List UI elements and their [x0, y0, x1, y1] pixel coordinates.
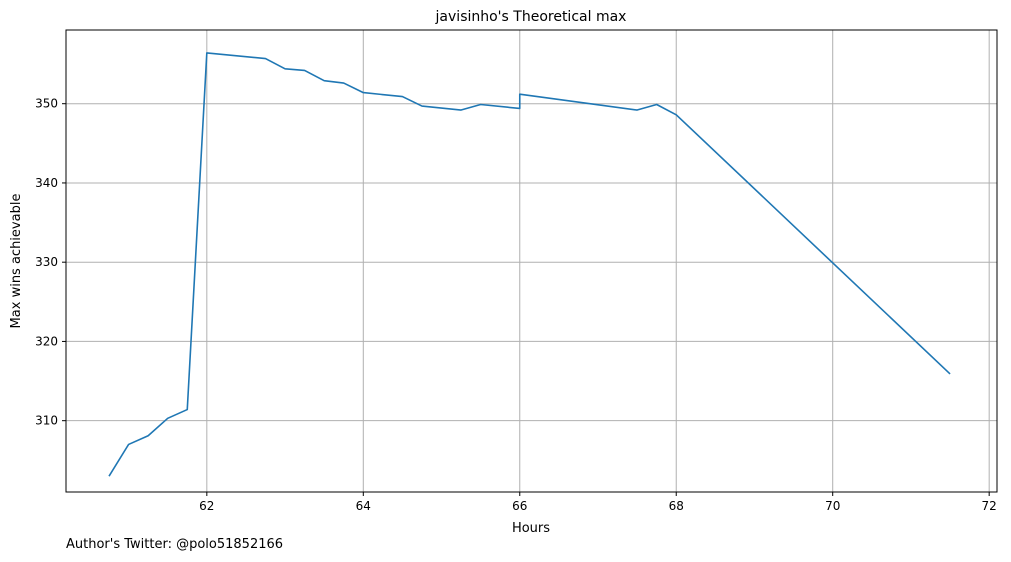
author-credit: Author's Twitter: @polo51852166 [66, 537, 284, 552]
x-tick-label: 68 [669, 499, 684, 513]
grid [66, 30, 997, 492]
y-axis-label: Max wins achievable [9, 194, 24, 329]
y-tick-label: 310 [35, 414, 58, 428]
x-tick-label: 70 [825, 499, 840, 513]
x-tick-label: 72 [982, 499, 997, 513]
y-tick-label: 320 [35, 334, 58, 348]
series-line [108, 52, 951, 477]
x-axis-label: Hours [512, 521, 550, 536]
y-tick-label: 350 [35, 97, 58, 111]
x-tick-label: 62 [199, 499, 214, 513]
chart-title: javisinho's Theoretical max [435, 9, 627, 25]
plot-frame [65, 29, 998, 493]
x-tick-label: 64 [356, 499, 371, 513]
series-group [108, 52, 951, 477]
x-tick-label: 66 [512, 499, 527, 513]
y-tick-label: 330 [35, 255, 58, 269]
tick-group: 62 64 66 68 70 72 310 320 330 340 350 [35, 97, 997, 513]
y-tick-label: 340 [35, 176, 58, 190]
